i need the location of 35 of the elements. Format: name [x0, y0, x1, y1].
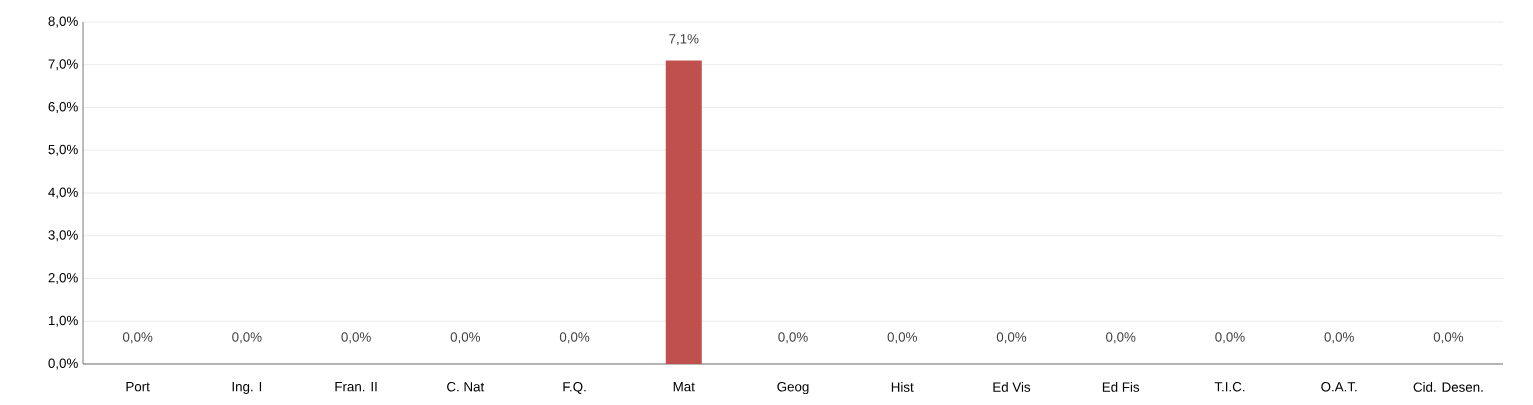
x-tick-label: Mat: [673, 382, 695, 392]
x-tick-label: Ing. I: [232, 382, 262, 394]
data-label: 0,0%: [1433, 332, 1464, 344]
data-label: 0,0%: [232, 332, 262, 344]
data-label: 0,0%: [1324, 332, 1354, 344]
x-tick-label: Hist: [891, 382, 914, 392]
x-tick-label: Ed Vis: [993, 382, 1031, 392]
data-label: 0,0%: [1106, 332, 1136, 344]
x-tick-label: T.I.C.: [1214, 382, 1245, 392]
data-label: 0,0%: [778, 332, 808, 344]
y-tick-label: 3,0%: [48, 230, 78, 242]
y-tick-label: 2,0%: [48, 273, 78, 285]
y-tick-label: 6,0%: [48, 102, 78, 114]
x-tick-label: O.A.T.: [1321, 382, 1357, 392]
x-tick-label: Cid. Desen.: [1413, 382, 1483, 392]
y-tick-label: 1,0%: [48, 315, 78, 327]
y-tick-label: 8,0%: [48, 16, 78, 28]
x-tick-label: C. Nat: [447, 382, 485, 392]
y-tick-label: 7,0%: [48, 59, 78, 71]
data-label: 0,0%: [1215, 332, 1245, 344]
x-tick-label: F.Q.: [563, 382, 586, 394]
y-tick-label: 4,0%: [48, 187, 78, 199]
y-tick-label: 5,0%: [48, 144, 78, 156]
data-label: 0,0%: [887, 332, 917, 344]
x-tick-label: Port: [126, 382, 150, 392]
data-label: 0,0%: [122, 332, 153, 344]
annotation: 7,1%: [669, 34, 699, 46]
y-tick-label: 0,0%: [48, 358, 78, 370]
data-label: 0,0%: [341, 332, 371, 344]
data-label: 0,0%: [996, 332, 1027, 344]
x-tick-label: Ed Fis: [1102, 382, 1140, 392]
x-tick-label: Fran. II: [335, 382, 377, 392]
x-tick-label: Geog: [777, 382, 809, 395]
data-label: 0,0%: [450, 332, 481, 344]
data-label: 0,0%: [559, 332, 590, 344]
